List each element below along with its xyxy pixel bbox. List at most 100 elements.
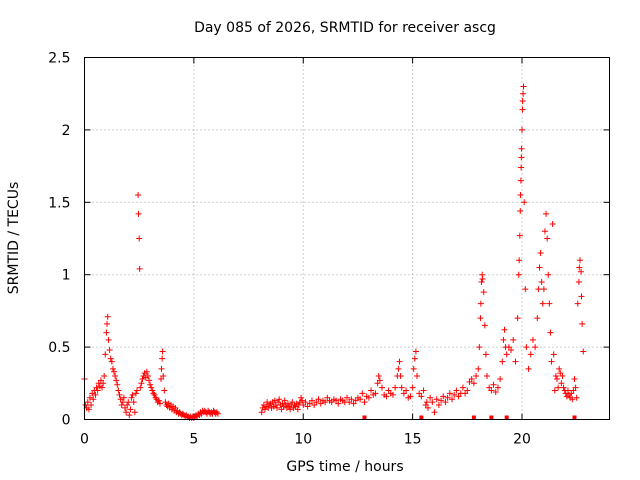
data-point xyxy=(453,387,460,394)
data-point xyxy=(510,336,517,343)
data-point xyxy=(517,177,524,184)
y-tick-label: 1 xyxy=(62,268,71,284)
data-point xyxy=(84,399,91,406)
data-point xyxy=(544,235,551,242)
data-point xyxy=(550,351,557,358)
data-point xyxy=(359,390,366,397)
data-point xyxy=(120,394,127,401)
data-point xyxy=(85,406,92,413)
data-point xyxy=(159,348,166,355)
data-point xyxy=(576,257,583,264)
data-point xyxy=(298,394,305,401)
data-point xyxy=(564,387,571,394)
data-point xyxy=(159,355,166,362)
data-point xyxy=(503,351,510,358)
data-point xyxy=(536,264,543,271)
data-point xyxy=(134,387,140,394)
data-point xyxy=(287,406,294,413)
data-point xyxy=(109,365,116,372)
data-point xyxy=(135,192,142,199)
data-point xyxy=(398,384,405,391)
gap-marker xyxy=(489,415,494,420)
data-point xyxy=(103,329,110,336)
data-point xyxy=(344,394,350,401)
gap-marker xyxy=(504,415,509,420)
data-point xyxy=(518,154,525,161)
data-point xyxy=(576,264,583,271)
data-point xyxy=(558,380,565,387)
data-point xyxy=(410,365,417,372)
y-axis-label: SRMTID / TECUs xyxy=(6,182,22,295)
data-point xyxy=(131,409,138,416)
data-point xyxy=(414,373,420,380)
data-point xyxy=(397,373,404,380)
data-point xyxy=(130,399,137,406)
data-point xyxy=(108,358,115,365)
data-point xyxy=(578,293,585,300)
data-layer xyxy=(81,83,587,422)
data-point xyxy=(431,409,438,416)
data-point xyxy=(357,396,364,403)
data-point xyxy=(512,358,519,365)
y-tick-label: 1.5 xyxy=(48,195,70,211)
data-point xyxy=(573,394,580,401)
data-point xyxy=(132,390,139,397)
data-point xyxy=(518,145,525,152)
data-point xyxy=(348,396,355,403)
data-point xyxy=(508,346,515,353)
data-point xyxy=(112,373,119,380)
data-point xyxy=(571,375,578,382)
data-point xyxy=(500,336,507,343)
data-point xyxy=(429,399,436,406)
data-point xyxy=(519,106,526,113)
data-point xyxy=(446,390,453,397)
data-point xyxy=(135,210,142,217)
x-tick-label: 5 xyxy=(189,432,198,448)
data-point xyxy=(156,400,163,407)
data-point xyxy=(138,380,145,387)
data-point xyxy=(559,373,566,380)
data-point xyxy=(519,97,526,104)
data-point xyxy=(481,322,488,329)
data-point xyxy=(407,393,414,400)
data-point xyxy=(440,393,447,400)
x-axis-label: GPS time / hours xyxy=(286,459,403,475)
data-point xyxy=(424,404,431,411)
data-point xyxy=(160,373,167,380)
data-point xyxy=(534,315,541,322)
data-point xyxy=(442,399,449,406)
data-point xyxy=(101,373,108,380)
data-point xyxy=(139,375,146,382)
data-point xyxy=(261,406,268,413)
data-point xyxy=(106,346,113,353)
data-point xyxy=(302,399,309,406)
data-point xyxy=(497,375,504,382)
data-point xyxy=(213,409,220,416)
data-point xyxy=(379,384,385,391)
data-point xyxy=(580,348,587,355)
data-point xyxy=(309,397,315,404)
data-point xyxy=(516,232,523,239)
data-point xyxy=(555,384,562,391)
data-point xyxy=(532,344,539,351)
data-point xyxy=(494,384,501,391)
data-point xyxy=(161,387,168,394)
data-point xyxy=(540,286,547,293)
data-point xyxy=(554,375,560,382)
data-point xyxy=(476,344,483,351)
data-point xyxy=(515,271,522,278)
x-tick-label: 10 xyxy=(294,432,312,448)
data-point xyxy=(129,391,136,398)
data-point xyxy=(501,326,508,333)
data-point xyxy=(143,368,150,375)
data-point xyxy=(102,351,109,358)
data-point xyxy=(104,320,111,327)
data-point xyxy=(535,286,542,293)
data-point xyxy=(111,368,118,375)
data-point xyxy=(115,387,122,394)
data-point xyxy=(124,402,131,409)
data-point xyxy=(546,300,553,307)
data-point xyxy=(435,402,442,409)
data-point xyxy=(543,210,550,217)
